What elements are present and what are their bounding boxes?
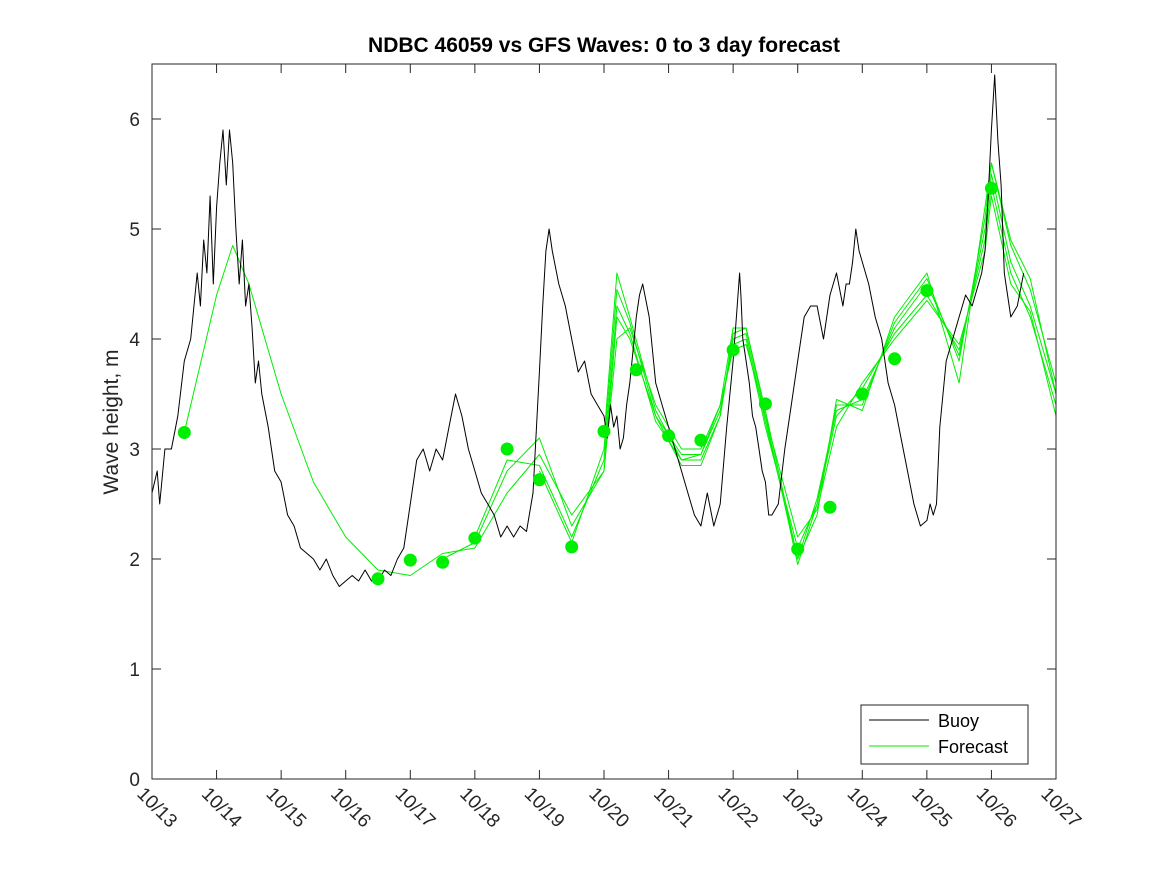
forecast-point [436,555,450,569]
y-tick-label: 2 [129,550,140,571]
legend-box [860,704,1029,765]
y-tick-label: 4 [129,330,140,351]
forecast-point [920,284,934,298]
forecast-point [855,387,869,401]
forecast-point [500,442,514,456]
forecast-point [823,500,837,514]
y-axis-label: Wave height, m [100,349,123,494]
forecast-point [726,343,740,357]
forecast-point [177,426,191,439]
forecast-run-line [442,184,1057,560]
y-tick-label: 6 [129,110,140,131]
forecast-point [791,542,805,556]
chart-title: NDBC 46059 vs GFS Waves: 0 to 3 day fore… [368,34,840,57]
forecast-point [662,429,676,443]
forecast-point [532,473,546,487]
forecast-point [984,181,998,195]
forecast-point [597,424,611,438]
forecast-point [565,540,579,554]
forecast-point [403,553,417,567]
legend-buoy-label: Buoy [938,711,979,731]
plot-area [152,64,1056,779]
marker-layer [177,181,998,586]
forecast-point [888,352,902,366]
y-tick-label: 1 [129,660,140,681]
forecast-point [694,433,708,447]
y-tick-label: 0 [129,770,140,791]
forecast-run-line [183,195,1057,576]
buoy-line [151,74,1025,587]
forecast-point [758,397,772,411]
legend-forecast-label: Forecast [938,737,1008,757]
y-tick-label: 5 [129,220,140,241]
forecast-run-line [538,162,1057,565]
forecast-point [371,572,385,586]
legend: Buoy Forecast [860,704,1029,765]
forecast-point [629,363,643,377]
y-tick-label: 3 [129,440,140,461]
forecast-point [468,531,482,545]
